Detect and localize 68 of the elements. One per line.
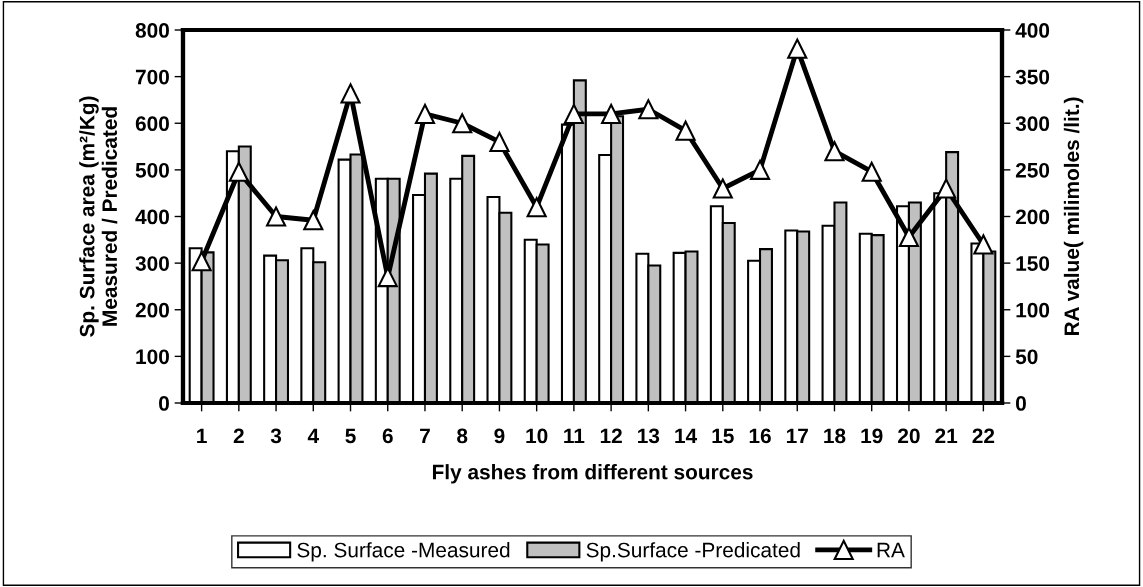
y2-tick-label: 400: [1015, 23, 1050, 38]
x-tick-label: 13: [638, 428, 660, 444]
x-tick-label: 18: [824, 428, 846, 444]
x-tick-label: 19: [861, 428, 883, 444]
y-tick-label: 0: [159, 396, 169, 411]
legend-label: Sp.Surface -Predicated: [586, 542, 800, 562]
x-tick-label: 20: [898, 428, 920, 444]
point: [563, 103, 584, 124]
point: [303, 210, 324, 231]
point: [377, 267, 398, 288]
y2-tick-label: 100: [1016, 302, 1050, 318]
y-tick-label: 500: [135, 162, 169, 178]
y-tick-label: 800: [135, 23, 169, 38]
y2-tick-label: 150: [1016, 256, 1050, 271]
y2-tick-label: 0: [1016, 396, 1026, 411]
point: [936, 178, 957, 199]
y2-axis-title: RA value( milimoles /lit.): [1063, 97, 1084, 336]
y-tick-label: 100: [136, 349, 169, 365]
y-tick-label: 700: [135, 69, 169, 85]
y2-tick-label: 350: [1015, 69, 1050, 85]
y-tick-label: 200: [135, 302, 169, 318]
point: [452, 113, 473, 134]
x-tick-label: 5: [345, 428, 356, 444]
point: [601, 103, 622, 124]
x-tick-label: 17: [786, 428, 808, 444]
x-tick-label: 6: [382, 428, 393, 444]
point: [489, 131, 510, 152]
x-tick-label: 14: [675, 428, 698, 444]
x-tick-label: 16: [749, 428, 771, 444]
point: [749, 159, 771, 180]
x-tick-label: 22: [972, 428, 995, 444]
y-tick-label: 300: [135, 256, 169, 271]
x-tick-label: 3: [270, 428, 282, 444]
point: [861, 161, 882, 182]
y-axis-title: Sp. Surface area (m²/Kg) Measured / Predicated: [79, 96, 118, 337]
x-tick-label: 7: [420, 428, 430, 444]
point: [712, 178, 733, 199]
x-tick-label: 21: [935, 428, 958, 444]
x-tick-label: 8: [457, 428, 468, 444]
x-tick-label: 12: [600, 428, 622, 444]
legend-label: RA: [877, 542, 905, 558]
point: [266, 206, 287, 227]
point: [675, 120, 696, 141]
point: [824, 141, 845, 162]
point: [787, 38, 808, 59]
y-tick-label: 600: [135, 116, 169, 131]
x-tick-label: 15: [712, 428, 734, 444]
y2-tick-label: 200: [1015, 209, 1050, 225]
y2-tick-label: 300: [1015, 116, 1050, 132]
legend-label: Sp. Surface -Measured: [297, 542, 510, 562]
x-tick-label: 4: [307, 428, 319, 444]
x-axis-title: Fly ashes from different sources: [432, 464, 753, 484]
y2-tick-label: 50: [1015, 349, 1038, 365]
point: [191, 251, 212, 272]
point: [898, 226, 919, 248]
point: [526, 197, 547, 218]
x-tick-label: 1: [197, 428, 207, 444]
point: [340, 83, 361, 104]
point: [228, 161, 249, 182]
point: [414, 103, 436, 124]
x-tick-label: 10: [526, 428, 548, 444]
x-tick-label: 11: [564, 428, 585, 444]
point: [638, 99, 659, 120]
y-tick-label: 400: [135, 209, 169, 225]
x-tick-label: 9: [494, 428, 505, 444]
point: [973, 234, 994, 255]
x-tick-label: 2: [233, 428, 244, 444]
y2-tick-label: 250: [1015, 162, 1050, 178]
